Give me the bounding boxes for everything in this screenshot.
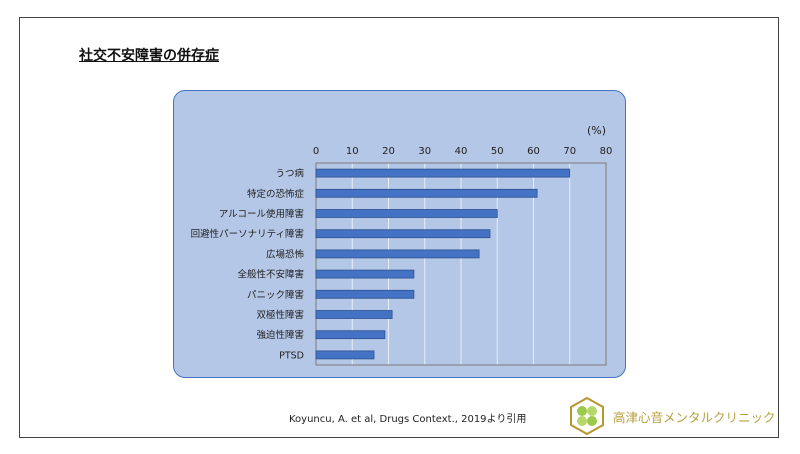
bar — [315, 310, 393, 319]
citation: Koyuncu, A. et al, Drugs Context., 2019よ… — [289, 414, 527, 425]
bar — [315, 289, 415, 299]
x-tick-label: 10 — [346, 146, 359, 157]
x-tick-label: 30 — [418, 146, 431, 157]
x-tick-label: 50 — [491, 146, 504, 157]
x-tick-label: 60 — [527, 146, 540, 157]
x-tick-label: 70 — [563, 146, 576, 157]
slide-title: 社交不安障害の併存症 — [79, 48, 219, 64]
slide-frame — [19, 17, 779, 438]
x-tick-label: 0 — [313, 146, 319, 157]
bar — [315, 330, 386, 340]
category-label: PTSD — [279, 350, 304, 361]
bar — [315, 168, 571, 178]
bar — [315, 350, 375, 360]
category-label: 回避性パーソナリティ障害 — [191, 228, 304, 240]
category-label: 全般性不安障害 — [237, 269, 304, 281]
x-tick-label: 20 — [382, 146, 395, 157]
plot-area — [315, 162, 607, 366]
category-label: 双極性障害 — [256, 309, 304, 321]
unit-label: (%) — [587, 124, 606, 137]
x-tick-label: 80 — [600, 146, 613, 157]
bar — [315, 249, 480, 259]
bar — [315, 188, 538, 198]
category-label: パニック障害 — [247, 289, 304, 301]
category-label: 特定の恐怖症 — [247, 188, 305, 200]
bar — [315, 269, 415, 279]
category-label: 強迫性障害 — [256, 329, 304, 341]
category-label: 広場恐怖 — [266, 248, 305, 260]
x-tick-label: 40 — [455, 146, 468, 157]
bar — [315, 209, 498, 218]
bar — [315, 229, 491, 239]
category-label: うつ病 — [275, 168, 304, 180]
clinic-name: 高津心音メンタルクリニック — [613, 410, 776, 425]
category-label: アルコール使用障害 — [219, 208, 304, 220]
clinic-logo-icon — [570, 397, 604, 435]
